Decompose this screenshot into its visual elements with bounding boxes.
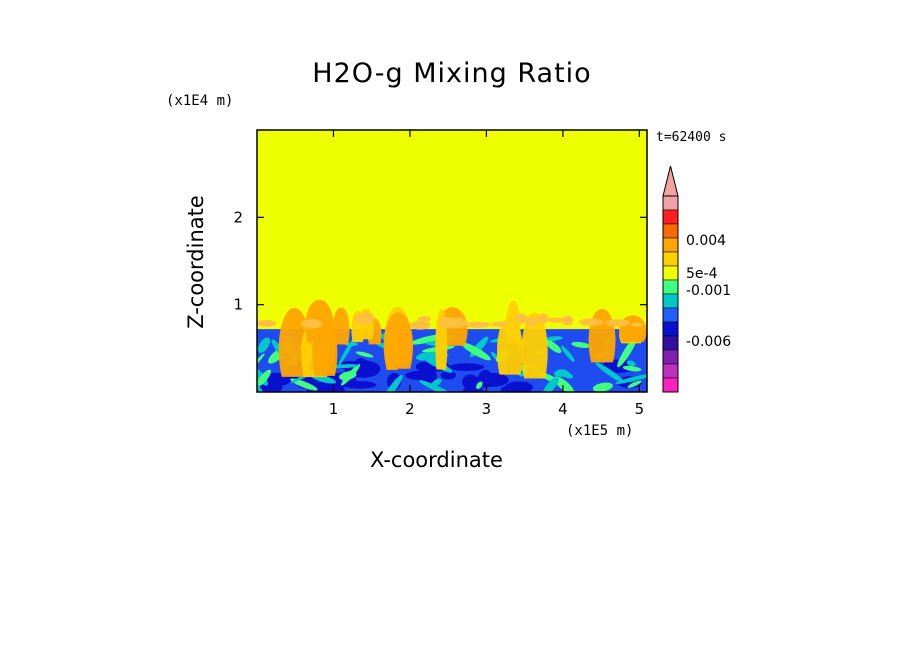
moist-filament bbox=[381, 374, 403, 392]
moist-filament bbox=[615, 374, 647, 384]
colorbar-frame bbox=[662, 195, 679, 393]
moist-filament bbox=[419, 380, 453, 392]
colorbar-segment bbox=[662, 349, 679, 365]
colorbar-segment bbox=[662, 293, 679, 309]
plume-fringe bbox=[300, 318, 323, 329]
moist-filament bbox=[331, 364, 360, 369]
colorbar-segment bbox=[662, 321, 679, 337]
moist-filament bbox=[543, 376, 559, 392]
y-tick-label: 2 bbox=[233, 208, 243, 226]
moist-filament bbox=[622, 365, 642, 372]
moist-filament bbox=[431, 378, 442, 387]
plume-fringe bbox=[630, 322, 644, 327]
plume-fringe bbox=[353, 312, 376, 325]
plume-fringe bbox=[257, 320, 277, 327]
dry-patch bbox=[462, 374, 479, 390]
moist-filament bbox=[257, 377, 267, 392]
colorbar: 0.004 5e-4-0.001 -0.006 bbox=[662, 165, 731, 393]
plume-fringe bbox=[438, 317, 457, 329]
dry-patch bbox=[448, 363, 485, 371]
x-tick-label: 5 bbox=[635, 400, 645, 418]
plume-fringe bbox=[490, 321, 509, 327]
colorbar-segment bbox=[662, 307, 679, 323]
plume-fringe bbox=[537, 313, 549, 324]
colorbar-segment bbox=[662, 209, 679, 225]
colorbar-arrow-cap bbox=[662, 165, 679, 197]
moist-filament bbox=[554, 369, 569, 377]
plume-fringe bbox=[417, 316, 432, 322]
y-tick-label: 1 bbox=[233, 296, 243, 314]
time-stamp-label: t=62400 s bbox=[656, 130, 727, 145]
plume-fringe bbox=[465, 321, 491, 328]
moist-filament bbox=[476, 381, 483, 389]
dry-patch bbox=[505, 381, 533, 392]
moist-filament bbox=[461, 342, 491, 361]
dry-patch bbox=[440, 370, 456, 380]
colorbar-label: -0.006 bbox=[686, 334, 731, 350]
colorbar-segment bbox=[662, 195, 679, 211]
dry-patch bbox=[315, 387, 330, 392]
plot-area bbox=[257, 130, 647, 392]
colorbar-segment bbox=[662, 237, 679, 253]
moist-filament bbox=[341, 363, 361, 386]
colorbar-segment bbox=[662, 265, 679, 281]
moist-filament bbox=[345, 342, 358, 347]
x-axis-unit: (x1E5 m) bbox=[566, 423, 634, 439]
plume-fringe bbox=[410, 320, 431, 330]
colorbar-label: 0.004 bbox=[686, 233, 726, 249]
colorbar-segment bbox=[662, 223, 679, 239]
moist-filament bbox=[627, 380, 642, 388]
dry-patch bbox=[405, 370, 436, 381]
plume-fringe bbox=[546, 317, 570, 323]
axis-ticks: 1 2 3 4 5 1 2 bbox=[233, 130, 647, 418]
x-tick-label: 3 bbox=[482, 400, 492, 418]
plume-fringe bbox=[514, 313, 528, 324]
moist-plume bbox=[332, 307, 350, 345]
moist-plume bbox=[521, 312, 548, 379]
chart-title: H2O-g Mixing Ratio bbox=[312, 58, 592, 89]
moist-filament bbox=[257, 369, 272, 387]
colorbar-label: 5e-4 bbox=[686, 266, 718, 282]
y-axis-unit: (x1E4 m) bbox=[166, 93, 234, 109]
plume-fringe bbox=[578, 318, 604, 326]
moist-filament bbox=[592, 382, 613, 392]
moist-filament bbox=[595, 362, 626, 384]
moist-filament bbox=[561, 345, 575, 362]
moist-filament bbox=[617, 336, 638, 368]
colorbar-segment bbox=[662, 335, 679, 351]
colorbar-segment bbox=[662, 279, 679, 295]
moist-filament bbox=[355, 351, 374, 358]
x-tick-label: 4 bbox=[558, 400, 568, 418]
colorbar-segment bbox=[662, 377, 679, 393]
moist-filament bbox=[571, 341, 591, 348]
x-tick-label: 1 bbox=[329, 400, 339, 418]
colorbar-segment bbox=[662, 251, 679, 267]
moist-plume bbox=[383, 312, 414, 369]
colorbar-segment bbox=[662, 363, 679, 379]
plume-fringe bbox=[605, 319, 631, 327]
moist-filament bbox=[545, 340, 562, 354]
x-axis-label: X-coordinate bbox=[370, 448, 503, 472]
x-tick-label: 2 bbox=[405, 400, 415, 418]
moist-plume bbox=[506, 300, 521, 344]
colorbar-label: -0.001 bbox=[686, 283, 731, 299]
moist-filament bbox=[290, 378, 318, 391]
plume-fringe bbox=[525, 316, 538, 327]
plot-frame bbox=[256, 129, 648, 393]
moist-filament bbox=[258, 337, 271, 353]
moist-filament bbox=[626, 360, 636, 367]
